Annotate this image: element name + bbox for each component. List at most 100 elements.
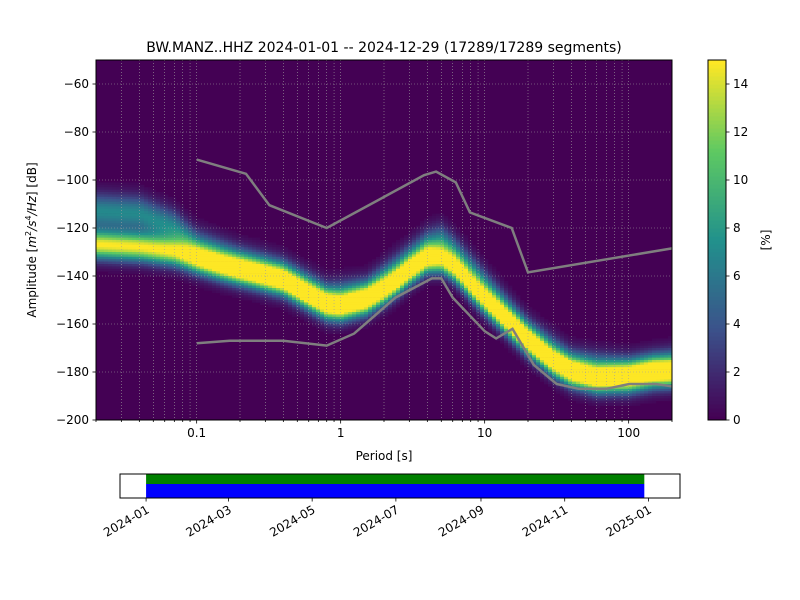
- heatmap-cell: [608, 391, 613, 394]
- heatmap-cell: [524, 338, 529, 342]
- heatmap-cell: [132, 216, 137, 219]
- heatmap-cell: [100, 249, 105, 253]
- heatmap-cell: [104, 225, 109, 229]
- heatmap-cell: [604, 393, 609, 397]
- heatmap-cell: [276, 259, 281, 262]
- heatmap-cell: [116, 228, 121, 231]
- heatmap-cell: [556, 376, 561, 380]
- colorbar-segment: [708, 272, 726, 277]
- heatmap-cell: [112, 228, 117, 231]
- heatmap-cell: [400, 247, 405, 250]
- heatmap-cell: [328, 276, 333, 279]
- heatmap-cell: [544, 350, 549, 354]
- heatmap-cell: [404, 295, 409, 298]
- heatmap-cell: [300, 292, 305, 296]
- heatmap-cell: [108, 256, 113, 260]
- heatmap-cell: [584, 355, 589, 358]
- heatmap-cell: [352, 324, 357, 327]
- heatmap-cell: [328, 297, 333, 301]
- heatmap-cell: [340, 314, 345, 318]
- heatmap-cell: [320, 316, 325, 320]
- heatmap-cell: [304, 290, 309, 294]
- heatmap-cell: [668, 357, 673, 361]
- heatmap-cell: [344, 280, 349, 284]
- heatmap-cell: [104, 206, 109, 210]
- heatmap-cell: [212, 242, 217, 246]
- heatmap-cell: [340, 316, 345, 320]
- heatmap-cell: [508, 302, 513, 306]
- heatmap-cell: [140, 216, 145, 219]
- heatmap-cell: [184, 223, 189, 226]
- heatmap-cell: [560, 388, 565, 392]
- heatmap-cell: [568, 384, 573, 387]
- heatmap-cell: [264, 276, 269, 279]
- heatmap-cell: [112, 242, 117, 246]
- heatmap-cell: [388, 247, 393, 250]
- heatmap-cell: [616, 362, 621, 366]
- heatmap-cell: [172, 252, 177, 255]
- heatmap-cell: [120, 194, 125, 198]
- heatmap-cell: [480, 300, 485, 303]
- heatmap-cell: [420, 225, 425, 229]
- heatmap-cell: [116, 213, 121, 217]
- heatmap-cell: [160, 254, 165, 258]
- heatmap-cell: [404, 252, 409, 255]
- heatmap-cell: [148, 252, 153, 255]
- heatmap-cell: [636, 362, 641, 366]
- heatmap-cell: [156, 247, 161, 250]
- heatmap-cell: [292, 285, 297, 289]
- heatmap-cell: [504, 319, 509, 322]
- heatmap-cell: [512, 292, 517, 296]
- heatmap-cell: [160, 259, 165, 262]
- heatmap-cell: [536, 340, 541, 344]
- heatmap-cell: [600, 350, 605, 354]
- heatmap-cell: [356, 271, 361, 274]
- heatmap-cell: [108, 184, 113, 188]
- heatmap-cell: [144, 218, 149, 222]
- heatmap-cell: [364, 295, 369, 298]
- heatmap-cell: [408, 292, 413, 296]
- heatmap-cell: [108, 237, 113, 241]
- heatmap-cell: [300, 290, 305, 294]
- heatmap-cell: [632, 396, 637, 399]
- heatmap-cell: [464, 259, 469, 262]
- heatmap-cell: [232, 259, 237, 262]
- heatmap-cell: [336, 276, 341, 279]
- heatmap-cell: [564, 396, 569, 399]
- heatmap-cell: [360, 288, 365, 291]
- heatmap-cell: [552, 376, 557, 380]
- heatmap-cell: [112, 187, 117, 190]
- heatmap-cell: [644, 355, 649, 358]
- heatmap-cell: [464, 244, 469, 248]
- heatmap-cell: [496, 290, 501, 294]
- heatmap-cell: [180, 252, 185, 255]
- heatmap-cell: [348, 302, 353, 306]
- heatmap-cell: [436, 254, 441, 258]
- heatmap-cell: [556, 331, 561, 334]
- heatmap-cell: [560, 350, 565, 354]
- heatmap-cell: [244, 256, 249, 260]
- heatmap-cell: [512, 338, 517, 342]
- heatmap-cell: [400, 261, 405, 265]
- heatmap-cell: [232, 261, 237, 265]
- heatmap-cell: [320, 319, 325, 322]
- heatmap-cell: [420, 230, 425, 234]
- heatmap-cell: [236, 295, 241, 298]
- heatmap-cell: [668, 350, 673, 354]
- heatmap-cell: [476, 276, 481, 279]
- heatmap-cell: [344, 307, 349, 310]
- heatmap-cell: [252, 237, 257, 241]
- heatmap-cell: [208, 237, 213, 241]
- heatmap-cell: [448, 254, 453, 258]
- heatmap-cell: [428, 261, 433, 265]
- heatmap-cell: [256, 240, 261, 243]
- heatmap-cell: [208, 228, 213, 231]
- heatmap-cell: [444, 249, 449, 253]
- heatmap-cell: [120, 237, 125, 241]
- heatmap-cell: [212, 285, 217, 289]
- heatmap-cell: [208, 266, 213, 270]
- heatmap-cell: [196, 223, 201, 226]
- heatmap-cell: [104, 268, 109, 272]
- heatmap-cell: [124, 256, 129, 260]
- heatmap-cell: [196, 276, 201, 279]
